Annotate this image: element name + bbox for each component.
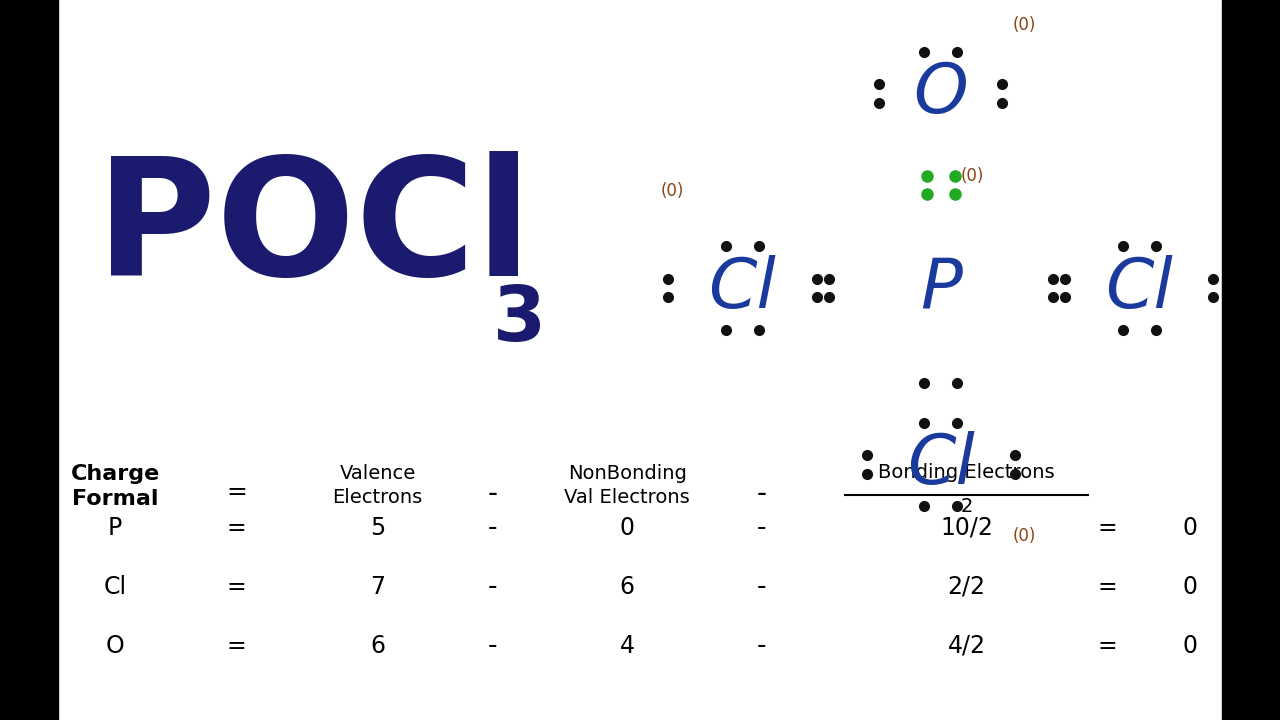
- Text: 6: 6: [370, 634, 385, 658]
- Text: -: -: [756, 574, 767, 600]
- Text: O: O: [106, 634, 124, 658]
- Text: NonBonding
Val Electrons: NonBonding Val Electrons: [564, 464, 690, 507]
- Text: P: P: [920, 254, 961, 322]
- Text: Bonding Electrons: Bonding Electrons: [878, 463, 1055, 482]
- Text: 4/2: 4/2: [947, 634, 986, 658]
- Bar: [0, 0, 58, 720]
- Text: -: -: [488, 480, 498, 508]
- Text: =: =: [1097, 575, 1117, 599]
- Text: Valence
Electrons: Valence Electrons: [333, 464, 422, 507]
- Text: 3: 3: [493, 284, 547, 357]
- Text: 0: 0: [1183, 516, 1198, 540]
- Text: 2: 2: [960, 497, 973, 516]
- Text: (0): (0): [961, 168, 984, 186]
- Text: -: -: [488, 574, 498, 600]
- Text: Cl: Cl: [908, 431, 974, 498]
- Text: Cl: Cl: [1106, 254, 1172, 322]
- Text: =: =: [1097, 634, 1117, 658]
- Text: 5: 5: [370, 516, 385, 540]
- Text: P: P: [108, 516, 123, 540]
- Text: POCl: POCl: [96, 151, 531, 310]
- Text: 0: 0: [1183, 575, 1198, 599]
- Text: 6: 6: [620, 575, 635, 599]
- Text: 2/2: 2/2: [947, 575, 986, 599]
- Text: =: =: [227, 480, 247, 504]
- Text: -: -: [756, 515, 767, 541]
- Bar: [1222, 0, 1280, 720]
- Text: O: O: [914, 60, 968, 127]
- Text: (0): (0): [660, 182, 684, 200]
- Text: 0: 0: [1183, 634, 1198, 658]
- Text: Cl: Cl: [709, 254, 776, 322]
- Text: -: -: [488, 515, 498, 541]
- Text: -: -: [488, 633, 498, 659]
- Text: 10/2: 10/2: [940, 516, 993, 540]
- Text: -: -: [756, 480, 767, 508]
- Text: 4: 4: [620, 634, 635, 658]
- Text: (0): (0): [1012, 527, 1036, 546]
- Text: =: =: [1097, 516, 1117, 540]
- Text: (0): (0): [1224, 182, 1247, 200]
- Text: =: =: [227, 575, 247, 599]
- Text: Cl: Cl: [104, 575, 127, 599]
- Text: =: =: [227, 634, 247, 658]
- Text: Charge
Formal: Charge Formal: [70, 464, 160, 509]
- Text: 7: 7: [370, 575, 385, 599]
- Text: 0: 0: [620, 516, 635, 540]
- Text: (0): (0): [1012, 17, 1036, 35]
- Text: =: =: [227, 516, 247, 540]
- Text: -: -: [756, 633, 767, 659]
